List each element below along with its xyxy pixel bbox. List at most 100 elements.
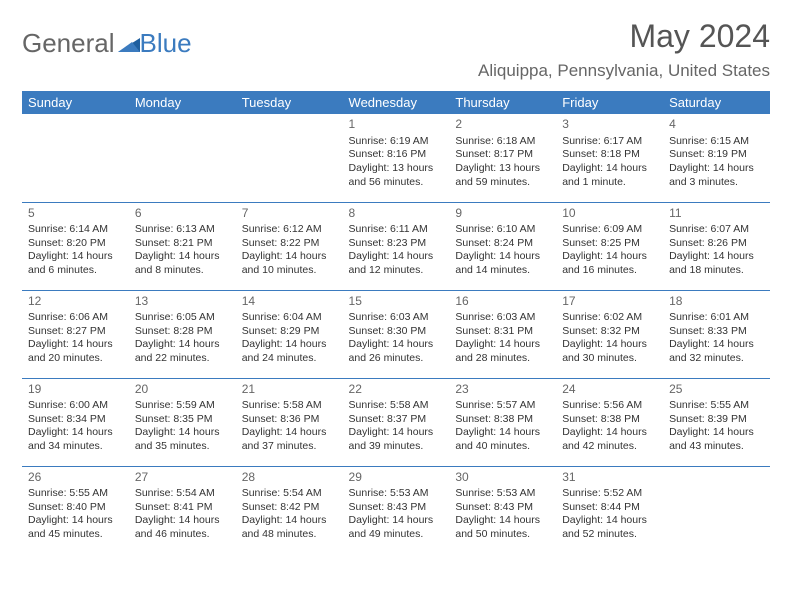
day-number: 7 — [242, 206, 337, 222]
day-number: 27 — [135, 470, 230, 486]
calendar-cell: 20Sunrise: 5:59 AMSunset: 8:35 PMDayligh… — [129, 378, 236, 466]
location-text: Aliquippa, Pennsylvania, United States — [478, 61, 770, 81]
day-detail: and 1 minute. — [562, 176, 657, 190]
day-detail: Daylight: 14 hours — [349, 514, 444, 528]
day-number: 15 — [349, 294, 444, 310]
day-detail: Daylight: 14 hours — [669, 426, 764, 440]
day-detail: Sunset: 8:19 PM — [669, 148, 764, 162]
day-detail: and 26 minutes. — [349, 352, 444, 366]
day-header: Wednesday — [343, 91, 450, 114]
day-detail: Daylight: 14 hours — [562, 514, 657, 528]
title-block: May 2024 Aliquippa, Pennsylvania, United… — [478, 18, 770, 81]
calendar-cell: 24Sunrise: 5:56 AMSunset: 8:38 PMDayligh… — [556, 378, 663, 466]
day-detail: Sunset: 8:30 PM — [349, 325, 444, 339]
day-detail: Sunset: 8:36 PM — [242, 413, 337, 427]
calendar-week: 1Sunrise: 6:19 AMSunset: 8:16 PMDaylight… — [22, 114, 770, 202]
day-detail: and 12 minutes. — [349, 264, 444, 278]
day-number: 18 — [669, 294, 764, 310]
day-number: 11 — [669, 206, 764, 222]
day-detail: Daylight: 14 hours — [28, 250, 123, 264]
day-detail: Sunset: 8:32 PM — [562, 325, 657, 339]
day-detail: Sunrise: 6:04 AM — [242, 311, 337, 325]
day-detail: Sunset: 8:26 PM — [669, 237, 764, 251]
day-detail: Sunset: 8:18 PM — [562, 148, 657, 162]
day-detail: and 46 minutes. — [135, 528, 230, 542]
day-header: Tuesday — [236, 91, 343, 114]
day-detail: Sunrise: 6:00 AM — [28, 399, 123, 413]
day-detail: Daylight: 14 hours — [242, 338, 337, 352]
day-detail: Daylight: 14 hours — [28, 338, 123, 352]
calendar-cell: 9Sunrise: 6:10 AMSunset: 8:24 PMDaylight… — [449, 202, 556, 290]
brand-logo: General Blue — [22, 28, 192, 59]
calendar-cell — [663, 466, 770, 554]
day-header: Thursday — [449, 91, 556, 114]
calendar-cell: 13Sunrise: 6:05 AMSunset: 8:28 PMDayligh… — [129, 290, 236, 378]
day-header: Sunday — [22, 91, 129, 114]
calendar-cell: 28Sunrise: 5:54 AMSunset: 8:42 PMDayligh… — [236, 466, 343, 554]
day-detail: Sunrise: 5:52 AM — [562, 487, 657, 501]
calendar-cell: 19Sunrise: 6:00 AMSunset: 8:34 PMDayligh… — [22, 378, 129, 466]
day-number: 20 — [135, 382, 230, 398]
day-detail: Sunset: 8:27 PM — [28, 325, 123, 339]
day-detail: Daylight: 14 hours — [562, 338, 657, 352]
day-detail: Daylight: 14 hours — [242, 250, 337, 264]
day-detail: and 10 minutes. — [242, 264, 337, 278]
day-detail: and 37 minutes. — [242, 440, 337, 454]
day-number: 25 — [669, 382, 764, 398]
day-detail: Sunrise: 6:18 AM — [455, 135, 550, 149]
day-detail: Sunrise: 6:07 AM — [669, 223, 764, 237]
day-number: 19 — [28, 382, 123, 398]
day-detail: Daylight: 14 hours — [669, 162, 764, 176]
day-number: 23 — [455, 382, 550, 398]
day-number: 2 — [455, 117, 550, 133]
calendar-cell: 1Sunrise: 6:19 AMSunset: 8:16 PMDaylight… — [343, 114, 450, 202]
day-detail: Daylight: 14 hours — [562, 250, 657, 264]
day-detail: Sunrise: 5:55 AM — [669, 399, 764, 413]
calendar-cell: 3Sunrise: 6:17 AMSunset: 8:18 PMDaylight… — [556, 114, 663, 202]
day-detail: Sunset: 8:24 PM — [455, 237, 550, 251]
day-detail: Daylight: 14 hours — [135, 426, 230, 440]
day-number: 12 — [28, 294, 123, 310]
day-detail: and 39 minutes. — [349, 440, 444, 454]
calendar-cell — [22, 114, 129, 202]
day-detail: and 32 minutes. — [669, 352, 764, 366]
day-detail: Daylight: 14 hours — [455, 250, 550, 264]
day-detail: Sunset: 8:17 PM — [455, 148, 550, 162]
calendar-cell: 11Sunrise: 6:07 AMSunset: 8:26 PMDayligh… — [663, 202, 770, 290]
day-detail: Sunset: 8:41 PM — [135, 501, 230, 515]
day-detail: Daylight: 14 hours — [349, 426, 444, 440]
day-detail: and 30 minutes. — [562, 352, 657, 366]
day-detail: Sunset: 8:38 PM — [455, 413, 550, 427]
calendar-cell: 30Sunrise: 5:53 AMSunset: 8:43 PMDayligh… — [449, 466, 556, 554]
day-detail: and 59 minutes. — [455, 176, 550, 190]
day-header: Friday — [556, 91, 663, 114]
day-detail: Daylight: 14 hours — [669, 338, 764, 352]
day-detail: and 18 minutes. — [669, 264, 764, 278]
day-detail: Sunrise: 6:03 AM — [455, 311, 550, 325]
day-detail: Sunset: 8:25 PM — [562, 237, 657, 251]
calendar-week: 5Sunrise: 6:14 AMSunset: 8:20 PMDaylight… — [22, 202, 770, 290]
calendar-cell: 4Sunrise: 6:15 AMSunset: 8:19 PMDaylight… — [663, 114, 770, 202]
day-detail: Sunset: 8:43 PM — [349, 501, 444, 515]
day-detail: Sunrise: 5:57 AM — [455, 399, 550, 413]
day-detail: and 24 minutes. — [242, 352, 337, 366]
day-number: 26 — [28, 470, 123, 486]
day-number: 17 — [562, 294, 657, 310]
day-detail: and 50 minutes. — [455, 528, 550, 542]
day-detail: Sunrise: 5:59 AM — [135, 399, 230, 413]
day-number: 30 — [455, 470, 550, 486]
day-detail: Daylight: 14 hours — [349, 338, 444, 352]
day-detail: and 16 minutes. — [562, 264, 657, 278]
day-detail: Sunrise: 5:54 AM — [135, 487, 230, 501]
calendar-cell: 29Sunrise: 5:53 AMSunset: 8:43 PMDayligh… — [343, 466, 450, 554]
day-detail: Sunset: 8:37 PM — [349, 413, 444, 427]
calendar-cell: 26Sunrise: 5:55 AMSunset: 8:40 PMDayligh… — [22, 466, 129, 554]
day-detail: Daylight: 13 hours — [455, 162, 550, 176]
day-detail: Sunset: 8:28 PM — [135, 325, 230, 339]
day-detail: and 6 minutes. — [28, 264, 123, 278]
day-detail: and 35 minutes. — [135, 440, 230, 454]
month-title: May 2024 — [478, 18, 770, 55]
day-detail: Sunrise: 6:03 AM — [349, 311, 444, 325]
page-header: General Blue May 2024 Aliquippa, Pennsyl… — [22, 18, 770, 81]
day-detail: Daylight: 14 hours — [455, 514, 550, 528]
